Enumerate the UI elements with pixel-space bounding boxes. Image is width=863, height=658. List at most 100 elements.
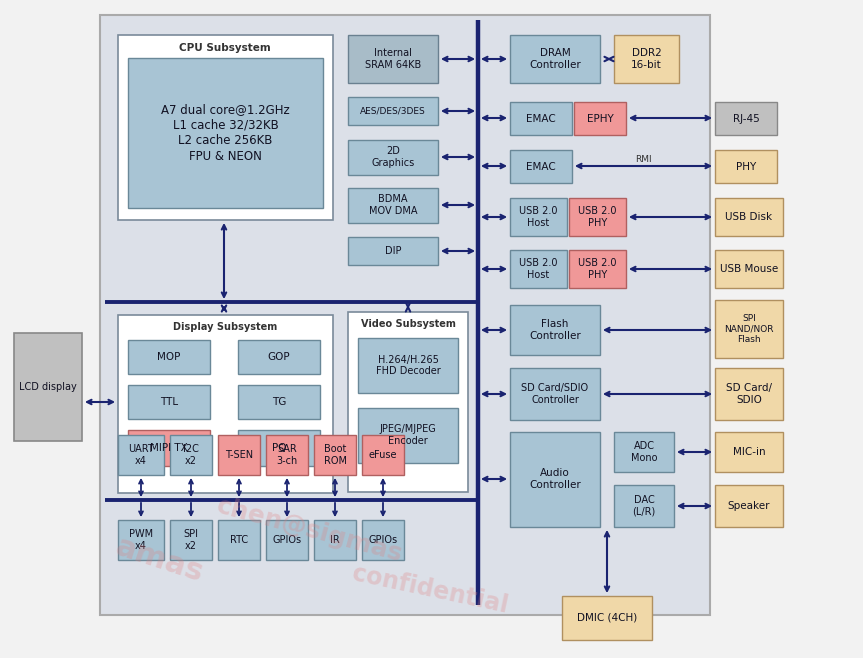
Bar — [348, 312, 468, 492]
Text: USB Disk: USB Disk — [726, 212, 772, 222]
Text: AES/DES/3DES: AES/DES/3DES — [360, 107, 425, 116]
Text: SPI
x2: SPI x2 — [184, 529, 198, 551]
Bar — [574, 102, 626, 135]
Text: DIP: DIP — [385, 246, 401, 256]
Bar — [118, 315, 333, 493]
Bar — [14, 333, 82, 441]
Bar — [510, 35, 600, 83]
Text: CPU Subsystem: CPU Subsystem — [180, 43, 271, 53]
Bar — [569, 250, 626, 288]
Bar — [218, 520, 260, 560]
Bar — [562, 596, 652, 640]
Bar — [510, 198, 567, 236]
Bar — [118, 35, 333, 220]
Bar — [362, 520, 404, 560]
Text: USB 2.0
PHY: USB 2.0 PHY — [578, 258, 617, 280]
Text: A7 dual core@1.2GHz
L1 cache 32/32KB
L2 cache 256KB
FPU & NEON: A7 dual core@1.2GHz L1 cache 32/32KB L2 … — [161, 103, 290, 163]
Bar — [238, 430, 320, 466]
Text: EMAC: EMAC — [526, 113, 556, 124]
Bar — [238, 340, 320, 374]
Bar — [715, 368, 783, 420]
Bar — [715, 102, 777, 135]
Bar — [170, 520, 212, 560]
Text: PQ: PQ — [272, 443, 287, 453]
Bar — [614, 432, 674, 472]
Text: UART
x4: UART x4 — [128, 444, 154, 466]
Text: IR: IR — [331, 535, 340, 545]
Text: I2C
x2: I2C x2 — [183, 444, 199, 466]
Bar — [715, 250, 783, 288]
Text: LCD display: LCD display — [19, 382, 77, 392]
Bar — [614, 35, 679, 83]
Bar — [358, 408, 458, 463]
Bar — [715, 300, 783, 358]
Text: USB Mouse: USB Mouse — [720, 264, 778, 274]
Text: Audio
Controller: Audio Controller — [529, 468, 581, 490]
Bar — [715, 485, 783, 527]
Text: confidential: confidential — [350, 562, 510, 619]
Bar — [715, 432, 783, 472]
Text: EMAC: EMAC — [526, 161, 556, 172]
Text: 2D
Graphics: 2D Graphics — [371, 147, 414, 168]
Bar — [569, 198, 626, 236]
Text: DDR2
16-bit: DDR2 16-bit — [631, 48, 662, 70]
Text: EPHY: EPHY — [587, 113, 614, 124]
Bar — [128, 58, 323, 208]
Bar — [510, 250, 567, 288]
Bar — [348, 97, 438, 125]
Bar — [715, 198, 783, 236]
Bar — [128, 385, 210, 419]
Text: GPIOs: GPIOs — [273, 535, 301, 545]
Bar — [348, 237, 438, 265]
Text: MIPI TX: MIPI TX — [150, 443, 188, 453]
Text: chen@sigmas: chen@sigmas — [214, 494, 406, 567]
Text: SD Card/
SDIO: SD Card/ SDIO — [726, 383, 772, 405]
Bar — [218, 435, 260, 475]
Text: GOP: GOP — [268, 352, 290, 362]
Text: Display Subsystem: Display Subsystem — [173, 322, 277, 332]
Text: DRAM
Controller: DRAM Controller — [529, 48, 581, 70]
Bar — [715, 150, 777, 183]
Text: TG: TG — [272, 397, 287, 407]
Text: BDMA
MOV DMA: BDMA MOV DMA — [369, 195, 417, 216]
Text: amas: amas — [112, 532, 208, 588]
Text: Internal
SRAM 64KB: Internal SRAM 64KB — [365, 48, 421, 70]
Bar — [118, 520, 164, 560]
Bar — [348, 35, 438, 83]
Bar — [266, 435, 308, 475]
Text: SPI
NAND/NOR
Flash: SPI NAND/NOR Flash — [724, 314, 774, 344]
Bar — [238, 385, 320, 419]
Text: RTC: RTC — [230, 535, 248, 545]
Bar — [128, 340, 210, 374]
Text: Speaker: Speaker — [728, 501, 771, 511]
Text: SD Card/SDIO
Controller: SD Card/SDIO Controller — [521, 383, 589, 405]
Text: PHY: PHY — [736, 161, 756, 172]
Text: MOP: MOP — [157, 352, 180, 362]
Text: USB 2.0
Host: USB 2.0 Host — [520, 258, 557, 280]
Bar — [362, 435, 404, 475]
Bar — [314, 435, 356, 475]
Text: H.264/H.265
FHD Decoder: H.264/H.265 FHD Decoder — [375, 355, 440, 376]
Text: USB 2.0
PHY: USB 2.0 PHY — [578, 206, 617, 228]
Bar — [510, 368, 600, 420]
Text: Video Subsystem: Video Subsystem — [361, 319, 456, 329]
Text: JPEG/MJPEG
Encoder: JPEG/MJPEG Encoder — [380, 424, 437, 447]
Text: SAR
3-ch: SAR 3-ch — [276, 444, 298, 466]
Bar — [128, 430, 210, 466]
Bar — [614, 485, 674, 527]
Text: T-SEN: T-SEN — [225, 450, 253, 460]
Text: MIC-in: MIC-in — [733, 447, 765, 457]
Bar — [510, 150, 572, 183]
Bar — [348, 140, 438, 175]
Bar — [510, 102, 572, 135]
Text: Flash
Controller: Flash Controller — [529, 319, 581, 341]
Bar — [100, 15, 710, 615]
Text: Boot
ROM: Boot ROM — [324, 444, 347, 466]
Text: eFuse: eFuse — [369, 450, 397, 460]
Text: ADC
Mono: ADC Mono — [631, 441, 658, 463]
Bar — [170, 435, 212, 475]
Bar — [314, 520, 356, 560]
Text: DAC
(L/R): DAC (L/R) — [633, 495, 656, 517]
Bar — [348, 188, 438, 223]
Bar — [510, 305, 600, 355]
